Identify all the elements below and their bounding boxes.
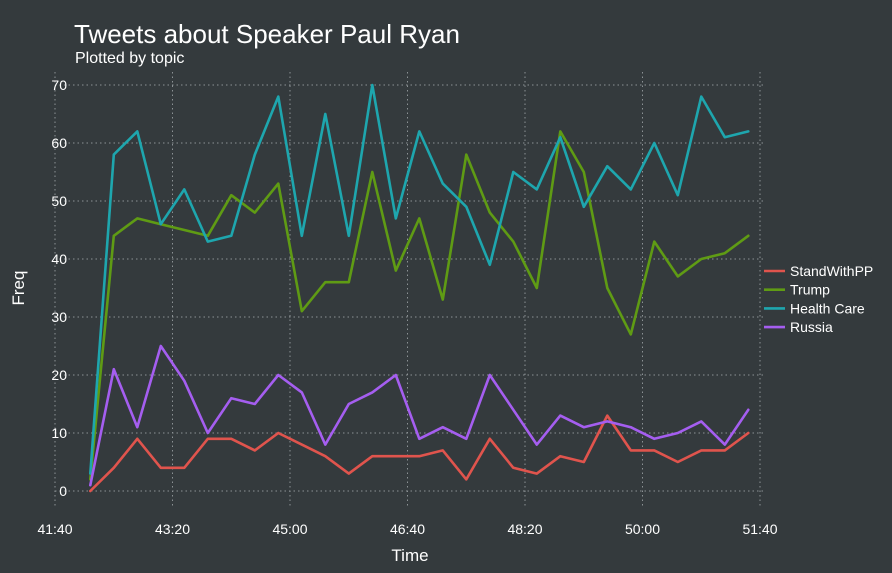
grid bbox=[54, 72, 764, 508]
legend-label: Trump bbox=[790, 282, 830, 298]
y-tick-label: 20 bbox=[51, 367, 67, 383]
legend-label: Russia bbox=[790, 319, 833, 335]
chart-title: Tweets about Speaker Paul Ryan bbox=[74, 19, 460, 49]
x-tick-label: 43:20 bbox=[155, 521, 190, 537]
x-tick-label: 41:40 bbox=[37, 521, 72, 537]
legend-label: StandWithPP bbox=[790, 263, 873, 279]
y-axis-ticks: 0 10 20 30 40 50 60 70 bbox=[51, 77, 67, 499]
x-axis-title: Time bbox=[391, 546, 428, 565]
y-tick-label: 10 bbox=[51, 425, 67, 441]
x-tick-label: 50:00 bbox=[625, 521, 660, 537]
x-axis-ticks: 41:40 43:20 45:00 46:40 48:20 50:00 51:40 bbox=[37, 521, 777, 537]
y-tick-label: 60 bbox=[51, 135, 67, 151]
chart-subtitle: Plotted by topic bbox=[75, 50, 184, 67]
series-line-standwithpp bbox=[89, 414, 750, 493]
x-tick-label: 45:00 bbox=[272, 521, 307, 537]
x-tick-label: 48:20 bbox=[507, 521, 542, 537]
legend-label: Health Care bbox=[790, 300, 865, 316]
y-tick-label: 0 bbox=[59, 483, 67, 499]
x-tick-label: 51:40 bbox=[742, 521, 777, 537]
series-line-russia bbox=[89, 344, 750, 487]
y-tick-label: 40 bbox=[51, 251, 67, 267]
y-tick-label: 50 bbox=[51, 193, 67, 209]
x-tick-label: 46:40 bbox=[390, 521, 425, 537]
series-line-trump bbox=[89, 130, 750, 481]
y-tick-label: 70 bbox=[51, 77, 67, 93]
y-tick-label: 30 bbox=[51, 309, 67, 325]
series-line-health-care bbox=[89, 83, 750, 475]
series-lines bbox=[89, 83, 750, 493]
legend: StandWithPP Trump Health Care Russia bbox=[764, 263, 873, 335]
y-axis-title: Freq bbox=[9, 271, 28, 306]
